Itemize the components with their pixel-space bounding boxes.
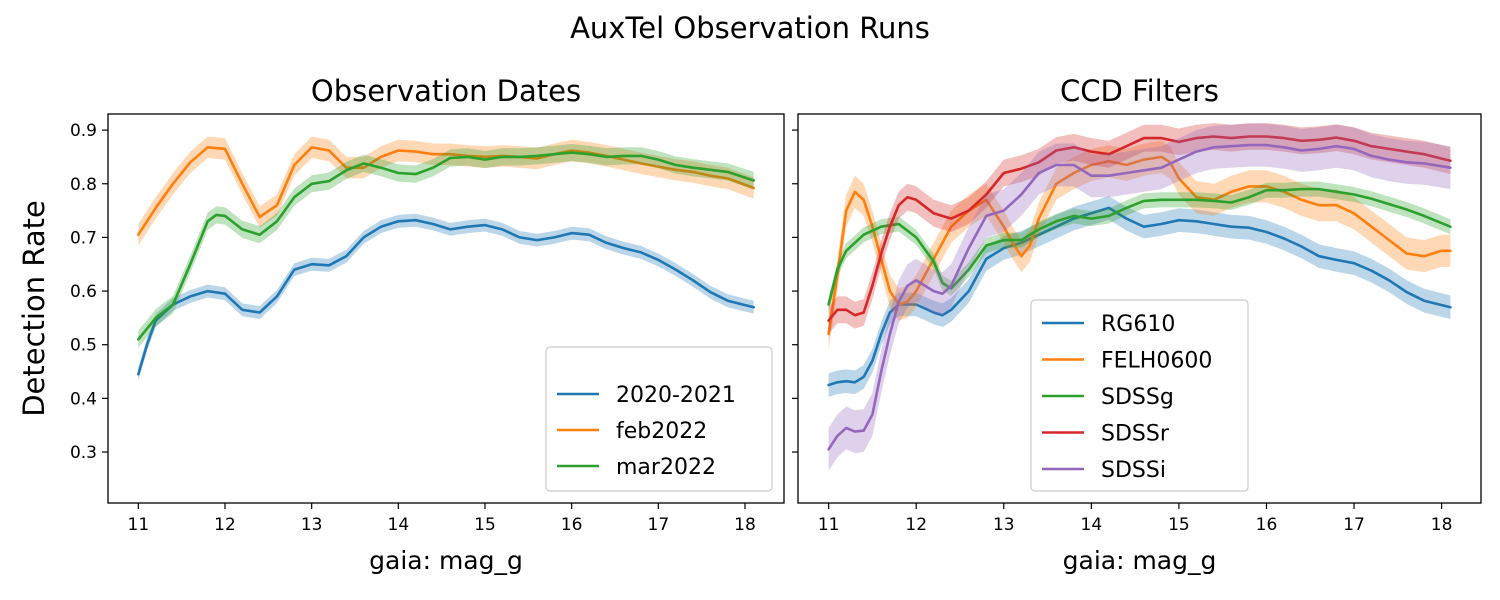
legend-label-felh0600: FELH0600 — [1101, 349, 1212, 374]
chart-title: CCD Filters — [1060, 74, 1219, 108]
x-tick-label: 11 — [128, 515, 150, 535]
series-line-2020-2021 — [137, 218, 756, 376]
y-tick-label: 0.8 — [70, 175, 97, 195]
x-tick-label: 14 — [388, 515, 410, 535]
confidence-band-sdssr — [828, 123, 1451, 334]
legend-box — [545, 346, 773, 492]
series-line-felh0600 — [827, 155, 1452, 336]
x-tick-label: 13 — [993, 515, 1015, 535]
confidence-band-sdssi — [828, 123, 1451, 471]
figure-suptitle: AuxTel Observation Runs — [570, 11, 930, 45]
legend: 2020-2021 feb2022 mar2022 — [545, 346, 773, 492]
x-tick-label: 12 — [905, 515, 927, 535]
legend-label-sdssg: SDSSg — [1101, 385, 1174, 410]
legend: RG610 FELH0600 SDSSg SDSSr SDSSi — [1030, 299, 1249, 492]
confidence-band-mar2022 — [138, 144, 754, 348]
x-tick-label: 16 — [561, 515, 583, 535]
legend-label-sdssi: SDSSi — [1101, 458, 1166, 483]
legend-label-2020-2021: 2020-2021 — [616, 383, 736, 408]
axes-frame — [797, 113, 1482, 504]
y-tick-label: 0.6 — [70, 282, 97, 302]
x-tick-label: 17 — [1343, 515, 1365, 535]
x-tick-label: 15 — [474, 515, 496, 535]
x-tick-label: 14 — [1081, 515, 1103, 535]
confidence-band-feb2022 — [138, 136, 754, 246]
x-tick-label: 18 — [734, 515, 756, 535]
x-tick-label: 17 — [648, 515, 670, 535]
y-tick-label: 0.5 — [70, 336, 97, 356]
series-line-sdssg — [827, 187, 1452, 306]
chart-title: Observation Dates — [311, 74, 581, 108]
x-tick-label: 18 — [1431, 515, 1453, 535]
legend-label-sdssr: SDSSr — [1101, 422, 1170, 447]
y-axis-label: Detection Rate — [17, 200, 51, 417]
chart-observation-dates: 11 12 13 14 15 16 17 18 0.3 0.4 0.5 0.6 0.7 0.8 0.9 Obs… — [17, 74, 785, 575]
series-line-sdssr — [827, 135, 1452, 322]
legend-label-rg610: RG610 — [1101, 312, 1175, 337]
y-tick-label: 0.3 — [70, 443, 97, 463]
x-tick-label: 16 — [1256, 515, 1278, 535]
chart-ccd-filters: 11 12 13 14 15 16 17 18 CCD Filters gaia: mag_g RG… — [792, 74, 1482, 575]
x-tick-label: 13 — [301, 515, 323, 535]
series-line-feb2022 — [137, 146, 756, 236]
x-tick-label: 11 — [818, 515, 840, 535]
x-tick-label: 12 — [214, 515, 236, 535]
x-tick-label: 15 — [1168, 515, 1190, 535]
confidence-band-sdssg — [828, 181, 1451, 312]
y-tick-label: 0.9 — [70, 121, 97, 141]
x-axis-label: gaia: mag_g — [1063, 546, 1217, 575]
series-line-mar2022 — [137, 151, 756, 341]
axes-frame — [107, 113, 785, 504]
y-tick-label: 0.7 — [70, 228, 97, 248]
confidence-band-rg610 — [828, 196, 1451, 397]
legend-label-mar2022: mar2022 — [616, 455, 716, 480]
y-tick-label: 0.4 — [70, 389, 97, 409]
legend-label-feb2022: feb2022 — [616, 419, 707, 444]
x-axis-label: gaia: mag_g — [369, 546, 523, 575]
series-line-sdssi — [827, 143, 1452, 451]
series-line-rg610 — [827, 206, 1452, 387]
legend-box — [1030, 299, 1249, 492]
confidence-band-felh0600 — [828, 140, 1451, 351]
